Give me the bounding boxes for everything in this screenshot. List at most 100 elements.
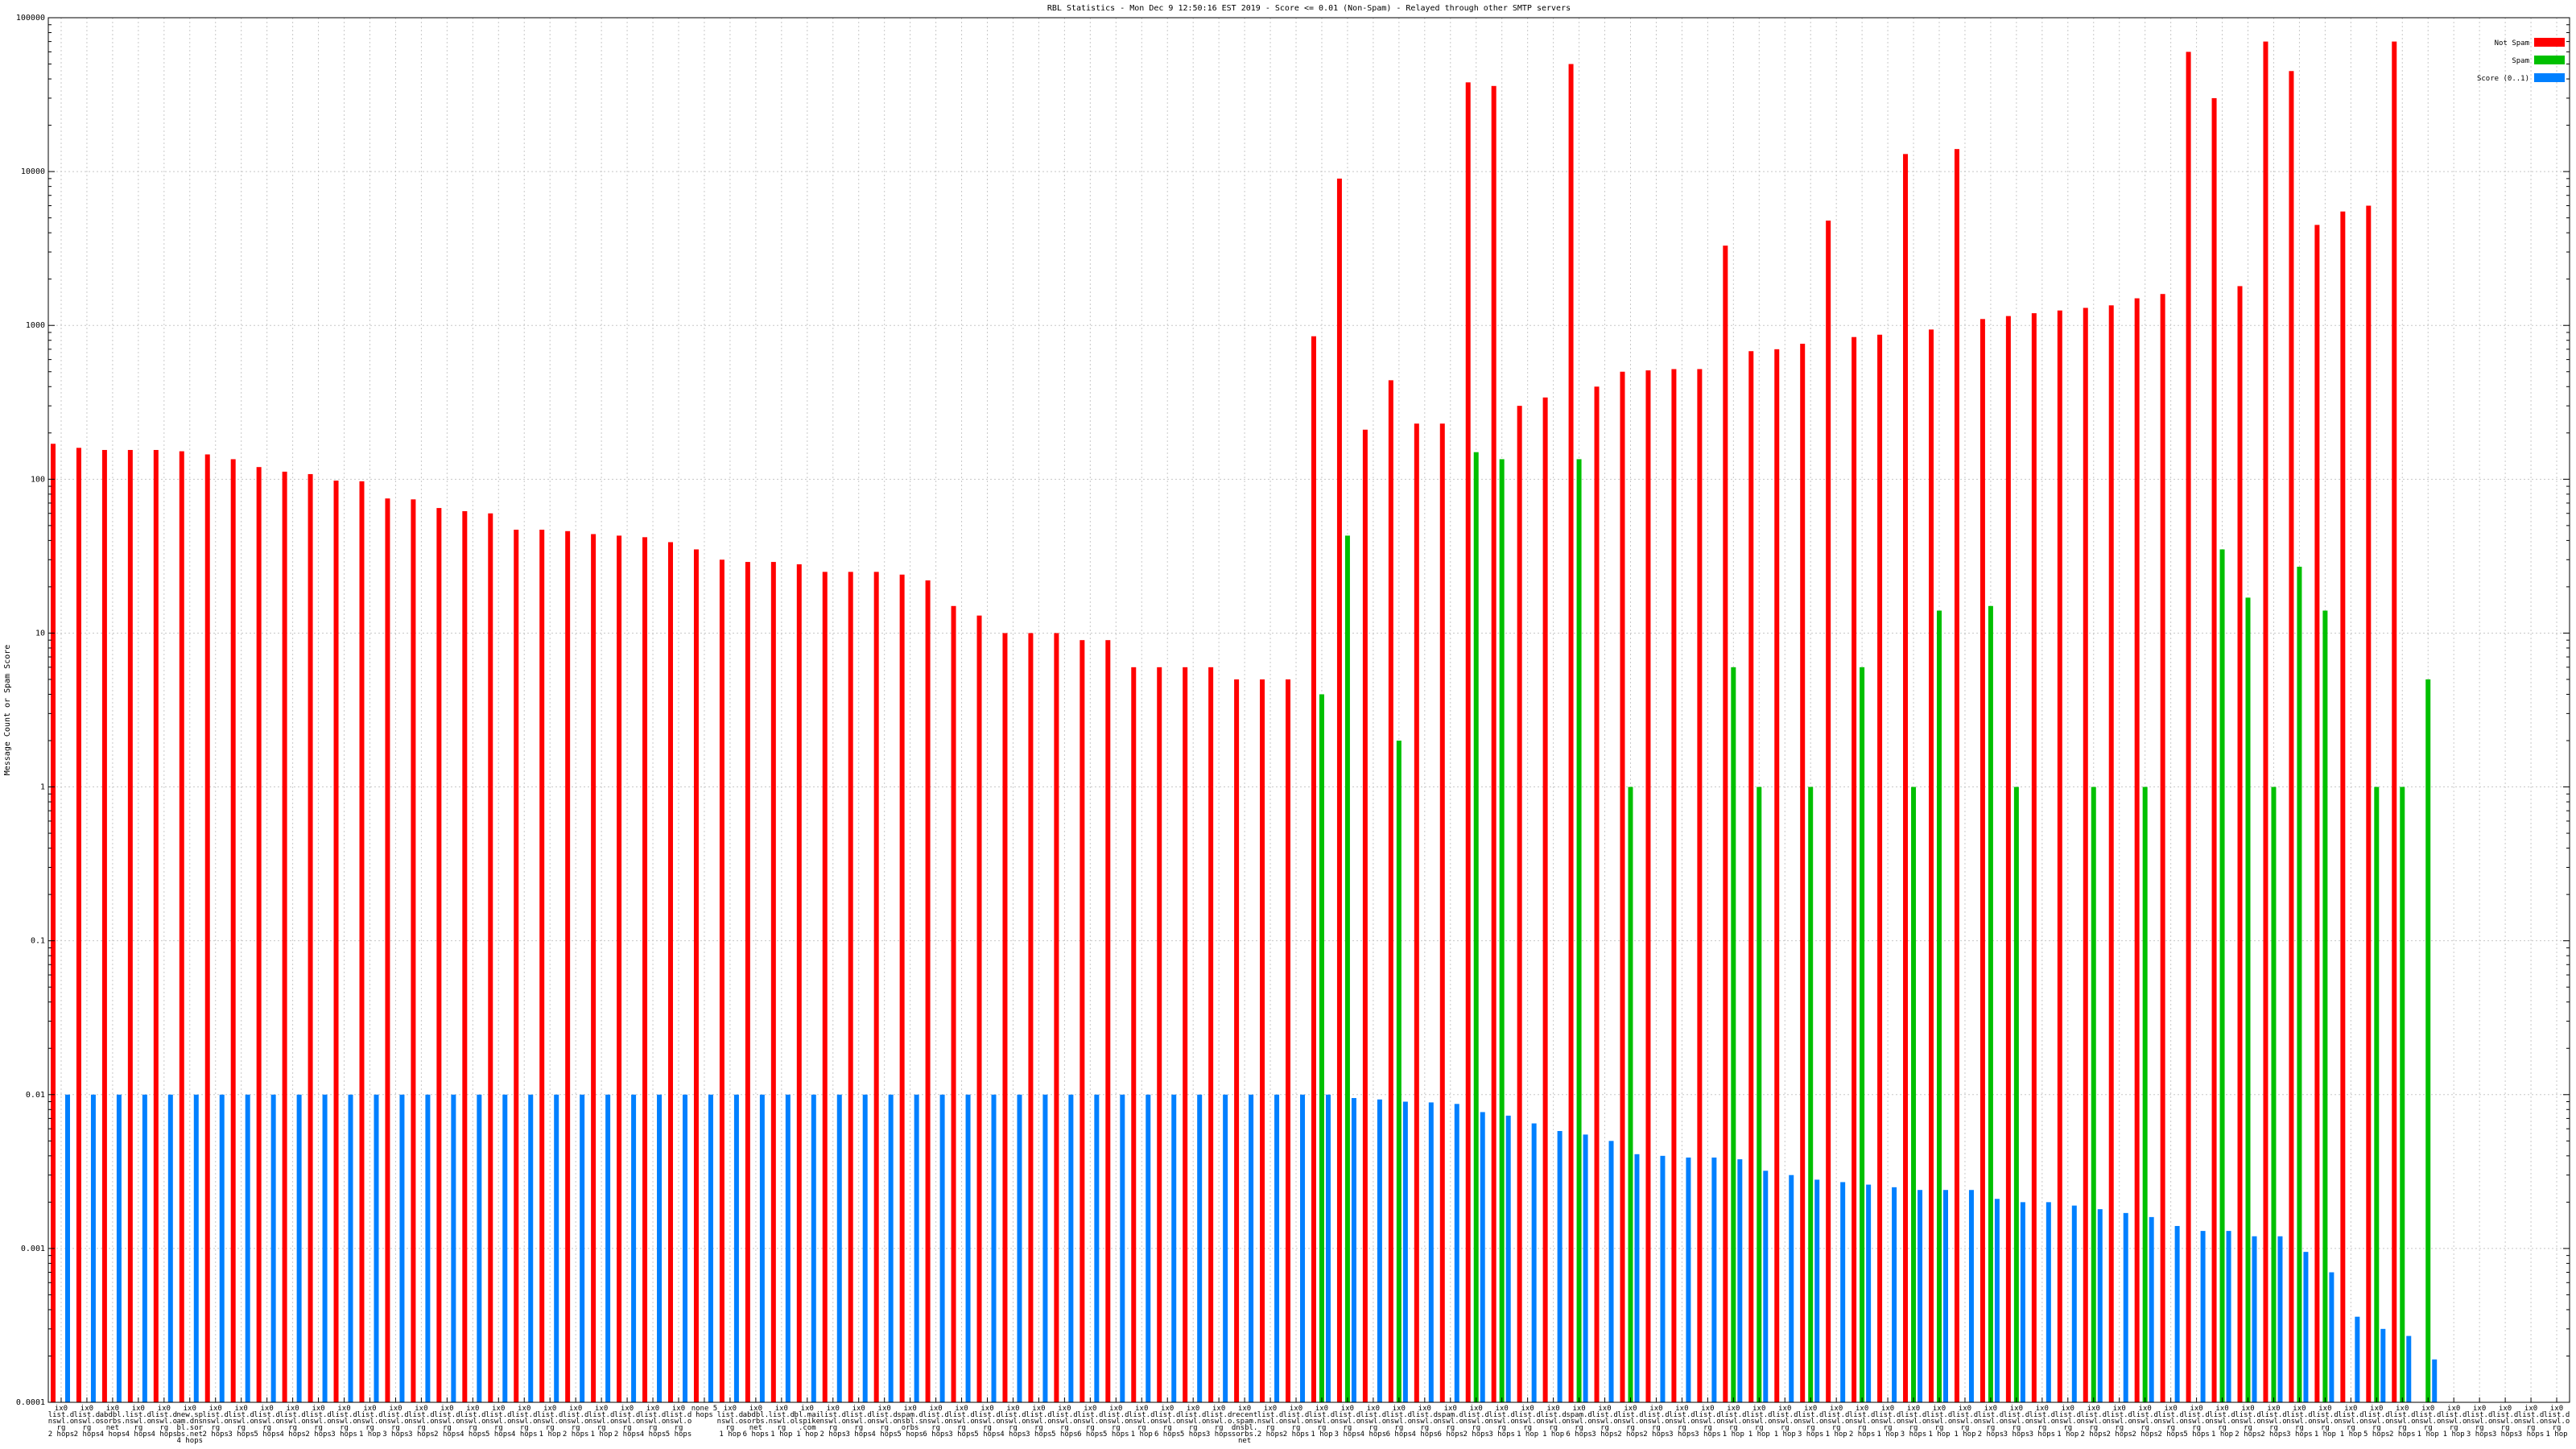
bar-not-spam: [411, 499, 416, 1402]
x-tick-label: ix0 bl.mai lspike .com 1 hop: [795, 1405, 821, 1439]
bar-score: [1968, 1190, 1974, 1402]
x-tick-label: ix0 list.d nswl.o rg 3 hops: [2029, 1405, 2056, 1439]
bar-score: [1325, 1094, 1331, 1402]
bar-not-spam: [1877, 334, 1883, 1402]
bar-score: [708, 1094, 713, 1402]
bar-spam: [2271, 786, 2277, 1402]
bar-not-spam: [591, 534, 597, 1402]
bar-not-spam: [1671, 369, 1677, 1403]
x-tick-label: ix0 list.d nswl.o rg 3 hops: [2492, 1405, 2519, 1439]
bar-not-spam: [1697, 369, 1703, 1403]
x-tick-label: ix0 list.d nswl.o rg 3 hops: [331, 1405, 357, 1439]
bar-score: [1711, 1157, 1717, 1402]
bar-score: [1505, 1115, 1511, 1402]
bar-score: [836, 1094, 842, 1402]
bar-score: [2355, 1316, 2360, 1402]
y-tick-label: 10000: [21, 167, 45, 176]
bar-not-spam: [873, 572, 879, 1402]
x-tick-label: ix0 list.d nswl.o rg 4 hops: [511, 1405, 538, 1439]
x-tick-label: ix0 list.d nswl.o rg 1 hop: [1309, 1405, 1335, 1439]
bar-score: [193, 1094, 199, 1402]
legend-label: Spam: [2512, 57, 2529, 65]
bar-score: [888, 1094, 894, 1402]
x-tick-label: ix0 list.d nswl.o rg 6 hops: [1386, 1405, 1413, 1439]
bar-score: [631, 1094, 637, 1402]
bar-score: [90, 1094, 96, 1402]
bar-spam: [1988, 605, 1993, 1402]
x-tick-label: ix0 list.d nswl.o rg 5 hops: [1051, 1405, 1078, 1439]
x-tick-label: ix0 list.d nswl.o rg 3 hops: [948, 1405, 975, 1439]
x-tick-label: ix0 list.d nswl.o rg 2 hops: [819, 1405, 846, 1439]
bar-not-spam: [2186, 52, 2191, 1403]
x-tick-label: ix0 list.d nswl.o rg 2 hops: [563, 1405, 589, 1439]
bar-score: [528, 1094, 534, 1402]
bar-score: [1892, 1187, 1897, 1402]
bar-spam: [2322, 610, 2328, 1402]
x-tick-label: ix0 list.d nswl.o rg 2 hops: [48, 1405, 75, 1439]
x-tick-label: none 5 hops: [691, 1405, 718, 1419]
bar-score: [683, 1094, 687, 1402]
bar-not-spam: [2160, 294, 2165, 1402]
bar-score: [2020, 1202, 2025, 1402]
x-tick-label: ix0 list.d nswl.o rg 1 hop: [357, 1405, 383, 1439]
bar-score: [1660, 1155, 1666, 1402]
bar-spam: [1731, 667, 1736, 1402]
x-tick-label: ix0 recent .spam. dnsbl. sorbs. net: [1232, 1405, 1258, 1445]
bar-score: [1531, 1123, 1537, 1402]
bar-score: [1402, 1101, 1408, 1402]
y-tick-label: 0.0001: [16, 1398, 45, 1407]
bar-not-spam: [668, 542, 673, 1403]
x-tick-label: ix0 list.d nswl.o rg 1 hop: [769, 1405, 795, 1439]
bar-not-spam: [796, 564, 802, 1402]
bar-score: [1094, 1094, 1100, 1402]
bar-not-spam: [1568, 64, 1574, 1403]
bar-not-spam: [2237, 286, 2243, 1403]
bar-not-spam: [1105, 640, 1111, 1402]
bar-spam: [2374, 786, 2380, 1402]
y-tick-label: 100000: [16, 14, 45, 23]
bar-score: [2097, 1209, 2103, 1402]
bar-not-spam: [1286, 679, 1291, 1402]
bar-score: [2329, 1272, 2334, 1402]
x-tick-label: ix0 list.d nswl.o rg 2 hops: [2157, 1405, 2184, 1439]
bar-spam: [2245, 597, 2251, 1402]
x-tick-label: ix0 list.d nswl.o rg 2 hops: [1849, 1405, 1876, 1439]
y-axis-label: Message Count or Spam Score: [3, 645, 12, 776]
x-tick-label: ix0 spam.d nswl.o rg 6 hops: [1438, 1405, 1464, 1439]
x-tick-label: ix0 list.d nswl.o rg 6 hops: [923, 1405, 949, 1439]
bar-not-spam: [1517, 406, 1522, 1402]
bar-not-spam: [770, 562, 776, 1402]
bar-not-spam: [50, 444, 56, 1402]
bar-score: [2432, 1359, 2438, 1402]
bar-not-spam: [1645, 370, 1651, 1402]
bar-score: [1480, 1112, 1485, 1402]
x-tick-label: ix0 list.d nswl.o rg 6 hops: [1077, 1405, 1104, 1439]
bar-not-spam: [1852, 336, 1857, 1402]
bar-not-spam: [1131, 667, 1137, 1402]
bar-not-spam: [925, 580, 931, 1402]
bar-not-spam: [951, 605, 956, 1402]
bar-score: [1274, 1094, 1280, 1402]
bar-not-spam: [1157, 667, 1162, 1402]
bar-not-spam: [976, 615, 982, 1402]
bar-not-spam: [385, 498, 390, 1403]
legend-swatch: [2534, 56, 2565, 64]
bar-not-spam: [333, 481, 339, 1402]
bar-not-spam: [565, 530, 571, 1402]
bar-score: [657, 1094, 663, 1402]
bar-spam: [2425, 679, 2431, 1402]
legend-swatch: [2534, 73, 2565, 82]
bar-spam: [1911, 786, 1917, 1402]
bar-spam: [1860, 667, 1865, 1402]
x-tick-label: ix0 list.d nswl.o rg 3 hops: [228, 1405, 254, 1439]
x-tick-label: ix0 list.d nswl.o rg 2 hops: [202, 1405, 229, 1439]
bar-not-spam: [2366, 205, 2372, 1402]
bar-score: [1737, 1159, 1743, 1402]
x-tick-label: ix0 list.d nswl.o rg 3 hops: [1798, 1405, 1824, 1439]
x-tick-label: ix0 list.d nswl.o rg 5 hops: [2363, 1405, 2390, 1439]
legend-label: Not Spam: [2495, 39, 2529, 47]
bar-score: [785, 1094, 791, 1402]
bar-score: [2149, 1216, 2154, 1402]
bar-score: [1146, 1094, 1151, 1402]
